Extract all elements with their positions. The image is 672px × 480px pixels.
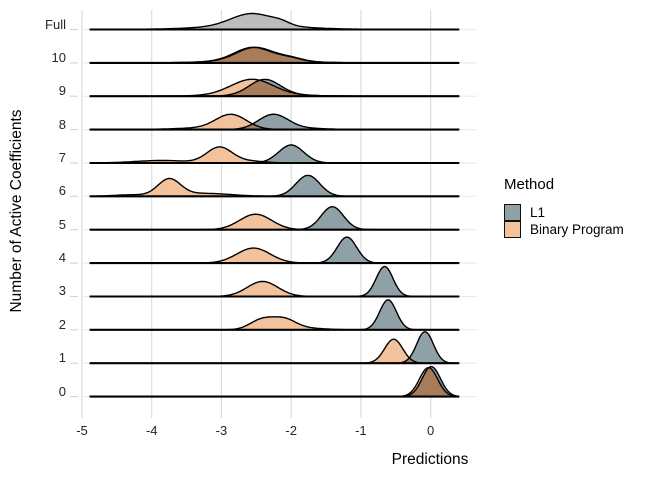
legend-swatch-l1: [504, 204, 521, 221]
ridge-fill-full: [89, 13, 460, 30]
ridge-fill-binary-program: [89, 339, 460, 364]
ridge-fill-l1: [89, 331, 460, 364]
ridge-row-Full: [89, 12, 460, 31]
legend-entries: L1 Binary Program: [504, 204, 624, 238]
y-tick-label-6: 6: [58, 183, 66, 199]
ridge-row-5: [89, 206, 460, 231]
ridge-row-0: [89, 365, 460, 398]
ridge-row-7: [89, 144, 460, 165]
ridge-row-8: [89, 113, 460, 131]
x-tick-label--1: -1: [355, 423, 367, 438]
ridge-fill-l1: [89, 114, 460, 130]
x-tick-label--5: -5: [76, 423, 88, 438]
ridge-fill-overlap: [89, 367, 460, 397]
y-tick-label-3: 3: [58, 283, 66, 299]
legend-swatch-binary_program: [504, 221, 521, 238]
legend-label: Binary Program: [530, 222, 624, 237]
y-axis-title: Number of Active Coefficients: [8, 109, 25, 313]
legend-title: Method: [504, 176, 555, 193]
ridge-fill-l1: [89, 145, 460, 163]
ridge-fill-binary-program: [89, 178, 460, 197]
ridge-row-9: [89, 78, 460, 98]
ridge-fill-l1: [89, 266, 460, 297]
y-tick-label-4: 4: [58, 250, 66, 266]
x-tick-label--3: -3: [215, 423, 228, 438]
y-tick-label-7: 7: [58, 149, 66, 165]
ridge-outline: [89, 177, 460, 197]
y-tick-label-1: 1: [58, 350, 66, 366]
x-tick-label--4: -4: [145, 423, 158, 438]
y-tick-label-8: 8: [58, 116, 66, 132]
ridge-outline: [89, 365, 460, 398]
ridge-row-6: [89, 174, 460, 198]
y-tick-label-2: 2: [58, 316, 66, 332]
ridge-fill-binary-program: [89, 367, 460, 397]
x-axis-title: Predictions: [391, 451, 469, 468]
y-tick-label-full: Full: [45, 16, 66, 32]
ridge-fill-l1: [89, 299, 460, 330]
ridge-fill-binary-program: [89, 316, 460, 330]
ridge-row-10: [89, 46, 460, 64]
legend-entry-l1: L1: [504, 204, 624, 221]
legend-entry-binary-program: Binary Program: [504, 221, 624, 238]
ridge-row-3: [89, 265, 460, 298]
ridge-fill-binary-program: [89, 281, 460, 297]
legend: Method L1 Binary Program: [504, 176, 624, 238]
y-tick-label-5: 5: [58, 216, 66, 232]
ridge-outline: [89, 366, 460, 398]
ridge-fill-overlap: [89, 80, 460, 97]
ridge-row-1: [89, 331, 460, 365]
ridge-row-4: [89, 236, 460, 265]
legend-label: L1: [530, 205, 546, 220]
y-tick-label-9: 9: [58, 83, 66, 99]
y-tick-label-0: 0: [58, 383, 66, 399]
ridge-fill-l1: [89, 366, 460, 397]
y-tick-label-10: 10: [51, 49, 66, 65]
x-tick-label--2: -2: [285, 423, 297, 438]
ridge-fill-overlap: [89, 47, 460, 63]
ridge-row-2: [89, 299, 460, 331]
x-tick-label-0: 0: [426, 423, 435, 438]
ridge-fill-binary-program: [89, 248, 460, 264]
